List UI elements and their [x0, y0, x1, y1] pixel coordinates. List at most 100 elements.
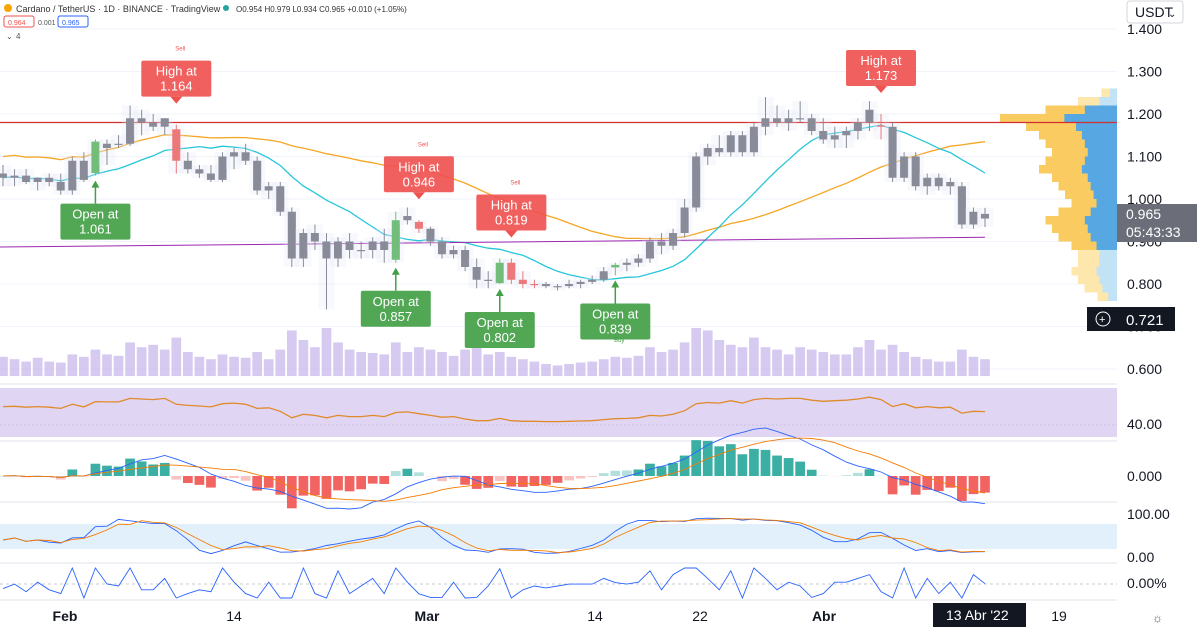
candle-range-shade — [376, 228, 393, 263]
volume-bar — [933, 361, 944, 376]
candle — [329, 237, 347, 267]
candle-range-shade — [283, 207, 300, 267]
macd-histogram-bar — [598, 473, 609, 476]
macd-histogram-bar — [922, 476, 933, 490]
candle-body — [588, 279, 597, 282]
signal-label: Open at — [72, 207, 119, 222]
volume-profile-bar — [1096, 267, 1117, 276]
candle-range-shade — [584, 275, 601, 284]
signal-tag: Sell — [418, 142, 428, 148]
candle-range-shade — [745, 122, 763, 157]
candle-body — [472, 267, 481, 280]
signal-label: 1.164 — [160, 79, 193, 94]
candle-range-shade — [468, 258, 485, 289]
sell-signal-badge[interactable] — [476, 194, 547, 231]
candle-body — [22, 175, 31, 182]
candle-range-shade — [872, 114, 890, 140]
volume-profile-bar — [1109, 88, 1117, 97]
candle — [272, 182, 289, 216]
ask-price: 0.965 — [62, 20, 80, 27]
candle — [145, 114, 162, 131]
candle-range-shade — [179, 152, 196, 174]
settings-gear-icon[interactable]: ☼ — [1152, 611, 1163, 625]
macd-histogram-bar — [506, 476, 517, 487]
candle-range-shade — [537, 281, 555, 289]
candle — [884, 122, 901, 182]
macd-histogram-bar — [737, 454, 748, 476]
volume-bar — [691, 328, 702, 376]
indicator-axis-label: 0.00 — [1127, 549, 1154, 565]
candle-body — [230, 152, 239, 157]
volume-profile-bar — [1099, 275, 1117, 284]
buy-signal-badge[interactable] — [360, 290, 431, 327]
macd-histogram-bar — [899, 476, 909, 486]
candle-body — [773, 118, 782, 123]
candle — [52, 173, 69, 195]
volume-profile-bar — [1058, 207, 1117, 216]
macd-histogram-bar — [622, 470, 632, 476]
candle-body — [241, 152, 250, 161]
candle-body — [888, 126, 897, 178]
collapse-chevron-icon[interactable]: ⌄ — [6, 32, 13, 41]
candle — [225, 148, 243, 170]
candle-body — [79, 160, 88, 180]
volume-profile-bar — [1087, 148, 1117, 157]
buy-signal-badge[interactable] — [464, 312, 535, 348]
candle — [399, 207, 416, 225]
macd-histogram-bar — [968, 476, 979, 495]
candle-body — [634, 258, 643, 263]
current-price-tag — [1117, 204, 1197, 242]
buy-signal-badge[interactable] — [580, 303, 651, 340]
candle-range-shade — [849, 118, 867, 140]
candle — [722, 131, 739, 157]
candle — [306, 224, 324, 250]
candle — [41, 173, 58, 187]
volume-profile-bar — [1045, 139, 1117, 148]
volume-bar — [471, 347, 482, 376]
volume-profile-bar — [1058, 233, 1117, 242]
volume-bar — [9, 359, 20, 376]
price-axis-label: 0.600 — [1127, 361, 1162, 377]
volume-bar — [841, 354, 852, 376]
volume-bar — [702, 330, 713, 376]
candle-range-shade — [514, 271, 531, 289]
volume-profile-bar — [1071, 267, 1117, 276]
candle-range-shade — [306, 224, 324, 250]
candle-body — [969, 211, 978, 225]
volume-bar — [55, 362, 66, 376]
volume-profile-bar — [1052, 148, 1117, 157]
signal-label: High at — [491, 198, 533, 213]
macd-histogram-bar — [298, 476, 309, 496]
sell-signal-badge[interactable] — [846, 50, 917, 86]
candle — [410, 220, 427, 233]
candle-body — [253, 160, 262, 191]
add-alert-plus-icon[interactable] — [1095, 311, 1111, 327]
macd-histogram-bar — [217, 476, 228, 479]
candle — [792, 101, 809, 123]
volume-bar — [102, 354, 112, 376]
volume-profile-bar — [1045, 216, 1117, 225]
macd-histogram-bar — [806, 469, 817, 476]
sell-pointer-icon — [875, 86, 888, 93]
volume-profile-bar — [1099, 97, 1117, 106]
currency-button[interactable] — [1126, 0, 1184, 24]
buy-signal-badge[interactable] — [60, 203, 131, 240]
crosshair-price-tag — [1087, 307, 1175, 331]
volume-profile-bar — [1101, 88, 1117, 97]
macd-histogram-bar — [240, 476, 251, 481]
ask-price-box[interactable] — [57, 15, 89, 28]
sell-signal-badge[interactable] — [141, 60, 212, 97]
time-axis-label: 14 — [226, 608, 242, 624]
candle-body — [380, 241, 389, 250]
candle — [664, 228, 682, 250]
candle-range-shade — [29, 177, 46, 191]
volume-bar — [494, 352, 505, 376]
candle — [179, 152, 196, 174]
bid-price-box[interactable] — [3, 15, 35, 28]
macd-histogram-bar — [945, 476, 956, 488]
sell-signal-badge[interactable] — [383, 156, 454, 193]
sell-pointer-icon — [412, 192, 425, 200]
time-axis[interactable]: Feb 14 Mar 14 22 Abr 19 — [53, 608, 1067, 624]
volume-bar — [414, 347, 424, 376]
